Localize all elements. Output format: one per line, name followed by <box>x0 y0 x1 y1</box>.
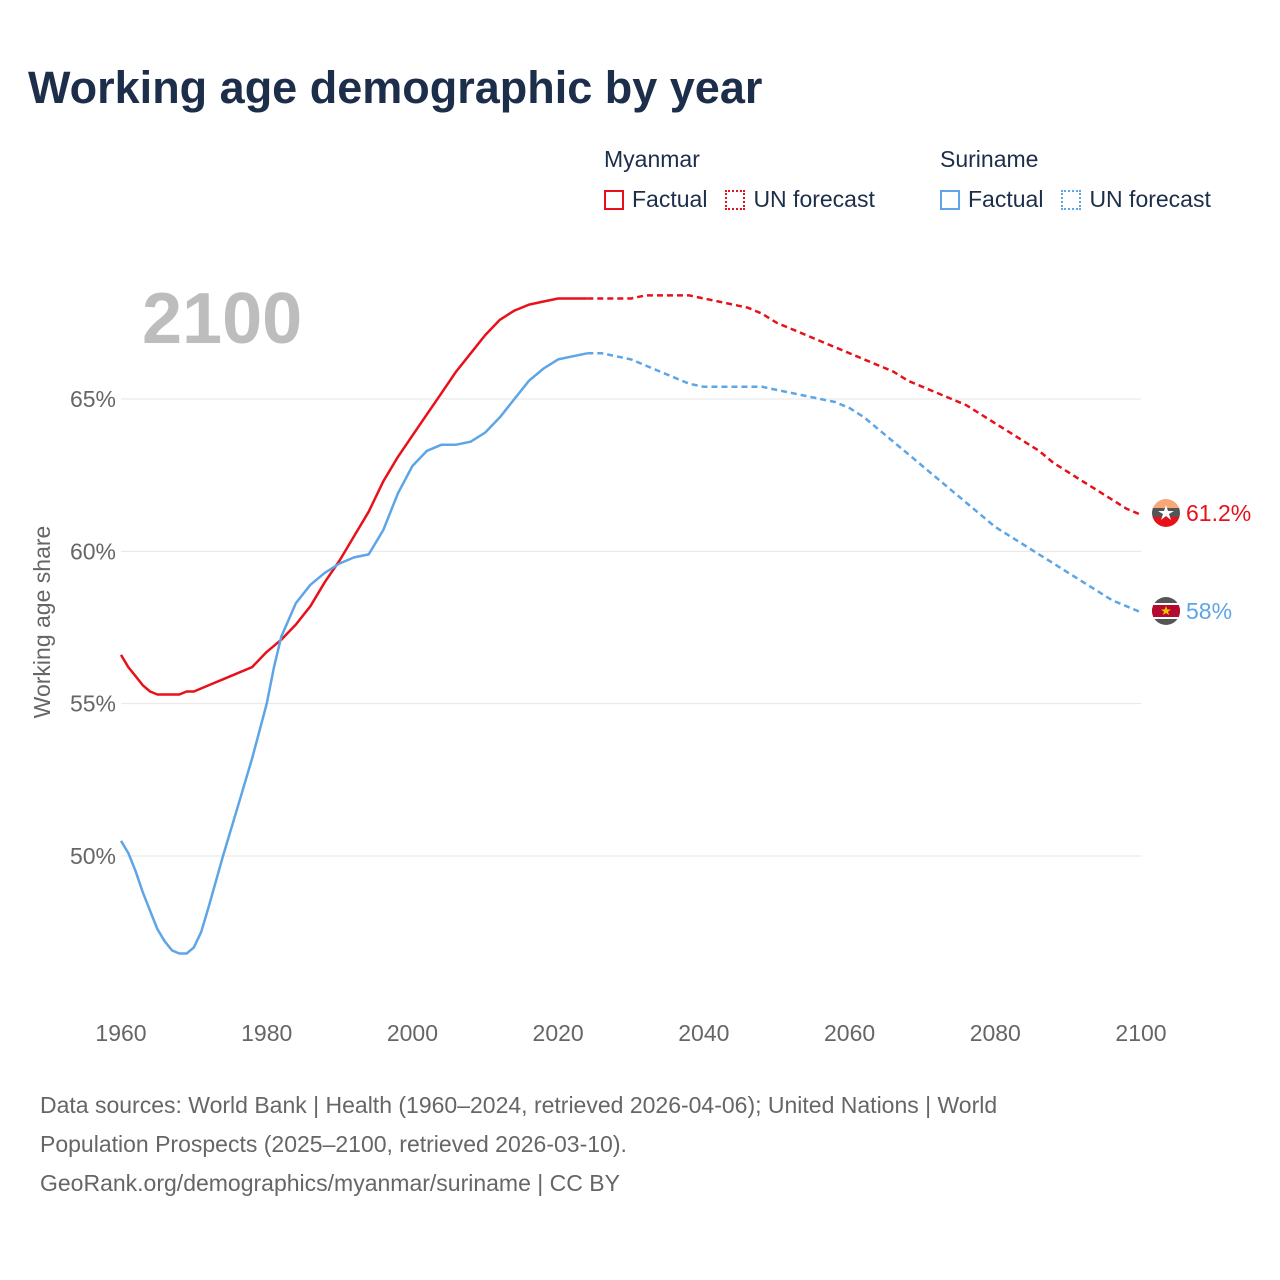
legend-myanmar-factual[interactable]: Factual <box>604 186 707 213</box>
suriname-factual-line[interactable] <box>119 352 588 955</box>
dotted-swatch-icon <box>1061 189 1082 210</box>
x-tick-label: 2020 <box>533 1020 584 1046</box>
y-tick-label: 60% <box>70 538 116 564</box>
legend-suriname: Suriname Factual UN forecast <box>940 144 1211 213</box>
legend-suriname-forecast[interactable]: UN forecast <box>1061 186 1211 213</box>
year-overlay: 2100 <box>142 279 302 359</box>
line-chart: 2100 50% 55% 60% 65% 1960 1980 2000 2020 2040 206… <box>29 279 1251 1046</box>
myanmar-forecast-line[interactable] <box>587 294 1142 516</box>
legend-forecast-label: UN forecast <box>1089 186 1211 212</box>
legend-suriname-factual[interactable]: Factual <box>940 186 1043 213</box>
dotted-swatch-icon <box>725 189 746 210</box>
solid-swatch-icon <box>940 189 960 210</box>
legend-factual-label: Factual <box>632 186 708 212</box>
suriname-end-label: 58% <box>1186 598 1232 624</box>
legend-myanmar-forecast[interactable]: UN forecast <box>725 186 875 213</box>
y-tick-label: 50% <box>70 843 116 869</box>
myanmar-flag-icon <box>1152 499 1180 527</box>
suriname-flag-icon <box>1152 597 1180 625</box>
suriname-forecast-line[interactable] <box>587 352 1142 614</box>
myanmar-end-label: 61.2% <box>1186 500 1251 526</box>
x-tick-label: 2000 <box>387 1020 438 1046</box>
legend-myanmar: Myanmar Factual UN forecast <box>604 144 875 213</box>
footer-credit-link[interactable]: GeoRank.org/demographics/myanmar/surinam… <box>40 1170 620 1196</box>
solid-swatch-icon <box>604 189 624 210</box>
legend-country-label: Myanmar <box>604 146 700 172</box>
legend-country-label: Suriname <box>940 146 1039 172</box>
footer: Data sources: World Bank | Health (1960–… <box>40 1086 1240 1203</box>
legend-forecast-label: UN forecast <box>753 186 875 212</box>
footer-sources-line-2: Population Prospects (2025–2100, retriev… <box>40 1131 627 1157</box>
y-tick-label: 55% <box>70 691 116 717</box>
x-tick-label: 2080 <box>970 1020 1021 1046</box>
legend-factual-label: Factual <box>968 186 1044 212</box>
x-tick-label: 2040 <box>678 1020 729 1046</box>
myanmar-factual-line[interactable] <box>119 297 588 696</box>
footer-sources-line-1: Data sources: World Bank | Health (1960–… <box>40 1092 998 1118</box>
x-tick-label: 1960 <box>95 1020 146 1046</box>
y-axis-title: Working age share <box>29 526 55 719</box>
x-tick-label: 2060 <box>824 1020 875 1046</box>
chart-title: Working age demographic by year <box>28 62 763 113</box>
x-tick-label: 1980 <box>241 1020 292 1046</box>
x-tick-label: 2100 <box>1115 1020 1166 1046</box>
y-tick-label: 65% <box>70 386 116 412</box>
